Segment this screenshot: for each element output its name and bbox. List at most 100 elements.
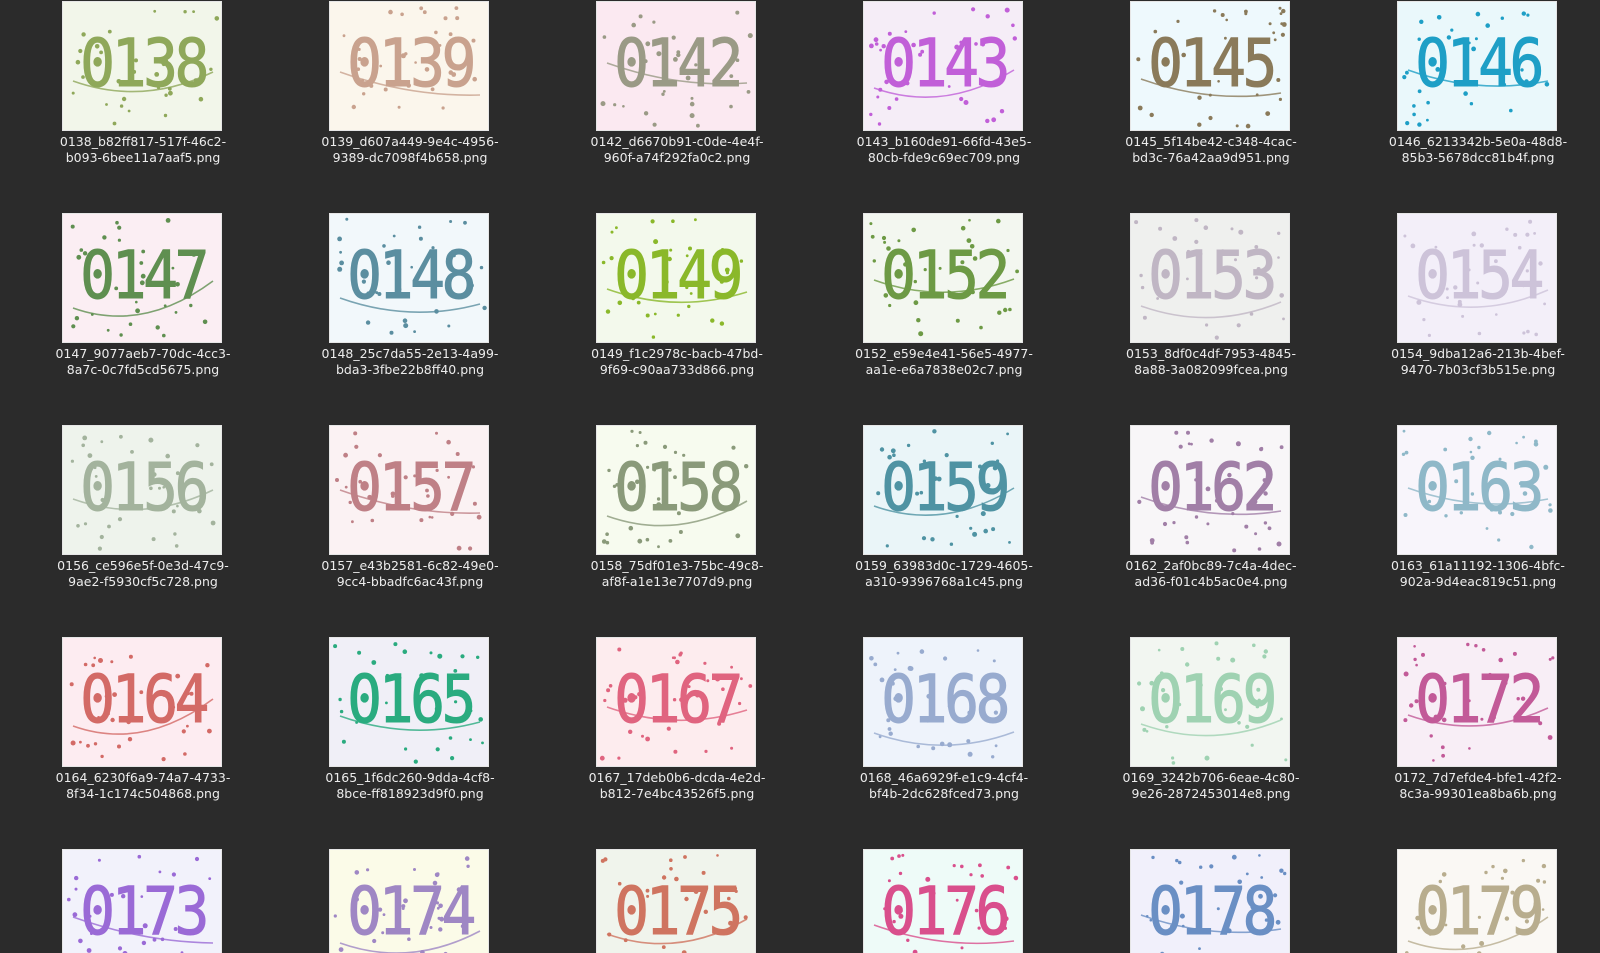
file-item[interactable]: 0162 0162_2af0bc89-7c4a-4dec-ad36-f01c4b5… [1080, 425, 1342, 625]
noise-dot [97, 546, 102, 551]
file-item[interactable]: 0167 0167_17deb0b6-dcda-4e2d-b812-7e4bc43… [546, 637, 808, 837]
noise-dot [1237, 879, 1242, 885]
captcha-text: 0152 [881, 236, 1007, 314]
file-name: 0167_17deb0b6-dcda-4e2d-b812-7e4bc43526f… [546, 770, 808, 802]
noise-dot [1510, 890, 1515, 895]
file-name-line: 80cb-fde9c69ec709.png [867, 150, 1021, 165]
noise-dot [179, 471, 184, 476]
captcha-thumbnail: 0153 [1130, 213, 1290, 343]
noise-dot [671, 35, 676, 40]
noise-dot [955, 514, 959, 518]
file-item[interactable]: 0152 0152_e59e4e41-56e5-4977- aa1e-e6a7838… [813, 213, 1075, 413]
file-item[interactable]: 0143 0143_b160de91-66fd-43e5- 80cb-fde9c69… [813, 1, 1075, 201]
noise-dot [685, 285, 689, 290]
strike-line [72, 916, 214, 944]
noise-dot [1441, 753, 1445, 758]
file-name-line: 0146_6213342b-5e0a-48d8- [1388, 134, 1568, 149]
file-item[interactable]: 0176 [813, 849, 1075, 953]
file-item[interactable]: 0178 [1080, 849, 1342, 953]
noise-dot [994, 744, 998, 748]
file-item[interactable]: 0157 0157_e43b2581-6c82-49e0- 9cc4-bbadfc6… [279, 425, 541, 625]
file-item[interactable]: 0158 0158_75df01e3-75bc-49c8- af8f-a1e13e7… [546, 425, 808, 625]
noise-dot [980, 42, 986, 47]
noise-dot [1432, 759, 1435, 762]
noise-dot [366, 868, 370, 872]
file-item[interactable]: 0149 0149_f1c2978c-bacb-47bd- 9f69-c90aa73… [546, 213, 808, 413]
noise-dot [1258, 854, 1261, 857]
file-item[interactable]: 0169 0169_3242b706-6eae-4c80- 9e26-2872453… [1080, 637, 1342, 837]
noise-dot [338, 697, 342, 702]
file-item[interactable]: 0164 0164_6230f6a9-74a7-4733- 8f34-1c174c5… [12, 637, 274, 837]
noise-dot [949, 542, 954, 546]
file-item[interactable]: 0165 0165_1f6dc260-9dda-4cf8- 8bce-ff81892… [279, 637, 541, 837]
noise-dot [653, 468, 656, 472]
noise-dot [1463, 91, 1468, 96]
file-name-line: 0165_1f6dc260-9dda-4cf8- [325, 770, 495, 785]
noise-dot [74, 316, 80, 321]
file-item[interactable]: 0174 [279, 849, 541, 953]
file-item[interactable]: 0168 0168_46a6929f-e1c9-4cf4- bf4b-2dc628f… [813, 637, 1075, 837]
strike-line [1407, 916, 1549, 951]
noise-dot [382, 244, 386, 248]
noise-dot [337, 236, 342, 242]
noise-dot [997, 310, 1002, 315]
file-item[interactable]: 0147 0147_9077aeb7-70dc-4cc3- 8a7c-0c7fd5c… [12, 213, 274, 413]
captcha-thumbnail: 0145 [1130, 1, 1290, 131]
noise-dot [610, 230, 614, 234]
noise-dot [1417, 122, 1422, 127]
noise-dot [667, 256, 672, 262]
file-item[interactable]: 0156 0156_ce596e5f-0e3d-47c9- 9ae2-f5930cf… [12, 425, 274, 625]
noise-dot [1190, 442, 1193, 446]
noise-dot [148, 702, 154, 708]
noise-dot [1257, 547, 1262, 551]
file-item[interactable]: 0146 0146_6213342b-5e0a-48d8- 85b3-5678dcc… [1347, 1, 1600, 201]
file-item[interactable]: 0159 0159_63983d0c-1729-4605- a310-9396768… [813, 425, 1075, 625]
noise-dot [149, 486, 153, 491]
file-item[interactable]: 0175 [546, 849, 808, 953]
noise-dot [1205, 486, 1211, 492]
noise-dot [1245, 123, 1251, 129]
noise-dot [1485, 527, 1489, 530]
file-item[interactable]: 0173 [12, 849, 274, 953]
captcha-text: 0169 [1148, 660, 1274, 738]
file-item[interactable]: 0139 0139_d607a449-9e4c-4956- 9389-dc7098f… [279, 1, 541, 201]
noise-dot [1522, 331, 1526, 335]
strike-line [1407, 289, 1549, 308]
noise-dot [637, 692, 642, 697]
noise-dot [94, 44, 100, 49]
noise-dot [1279, 868, 1284, 873]
noise-dot [141, 249, 146, 254]
file-item[interactable]: 0148 0148_25c7da55-2e13-4a99- bda3-3fbe22b… [279, 213, 541, 413]
file-item[interactable]: 0172 0172_7d7efde4-bfe1-42f2- 8c3a-99301ea… [1347, 637, 1600, 837]
file-item[interactable]: 0179 [1347, 849, 1600, 953]
noise-dot [1214, 498, 1220, 503]
noise-dot [356, 67, 361, 71]
noise-dot [1477, 445, 1481, 450]
noise-dot [419, 673, 425, 679]
file-item[interactable]: 0163 0163_61a11192-1306-4bfc- 902a-9d4eac8… [1347, 425, 1600, 625]
file-item[interactable]: 0142 0142_d6670b91-c0de-4e4f- 960f-a74f292… [546, 1, 808, 201]
noise-dot [925, 876, 931, 882]
noise-dot [1466, 642, 1470, 647]
file-item[interactable]: 0153 0153_8df0c4df-7953-4845- 8a88-3a08209… [1080, 213, 1342, 413]
noise-dot [129, 470, 134, 474]
noise-dot [599, 755, 605, 761]
file-item[interactable]: 0145 0145_5f14be42-c348-4cac-bd3c-76a42aa… [1080, 1, 1342, 201]
noise-dot [1174, 430, 1179, 435]
file-item[interactable]: 0138 0138_b82ff817-517f-46c2- b093-6bee11a… [12, 1, 274, 201]
noise-dot [869, 222, 873, 226]
captcha-text: 0173 [80, 872, 206, 950]
file-name: 0165_1f6dc260-9dda-4cf8- 8bce-ff818923d9f… [279, 770, 541, 802]
noise-dot [82, 251, 88, 256]
noise-dot [915, 491, 920, 496]
noise-dot [181, 729, 186, 734]
noise-dot [688, 246, 692, 251]
noise-dot [1543, 302, 1546, 306]
noise-dot [1214, 641, 1219, 646]
noise-dot [1551, 656, 1555, 660]
noise-dot [1224, 36, 1227, 40]
noise-dot [1252, 643, 1256, 648]
noise-dot [1548, 508, 1553, 513]
file-item[interactable]: 0154 0154_9dba12a6-213b-4bef- 9470-7b03cf3… [1347, 213, 1600, 413]
